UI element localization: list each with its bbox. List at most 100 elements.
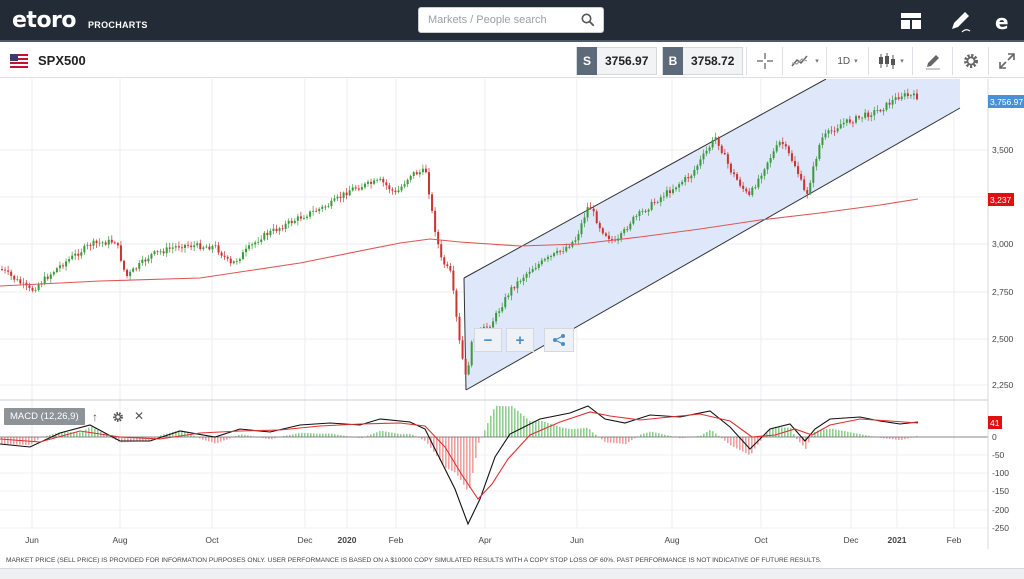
histogram-bar (712, 431, 714, 437)
candle-body (162, 251, 165, 254)
histogram-bar (424, 437, 426, 441)
share-button[interactable] (544, 328, 574, 352)
candle-body (806, 189, 809, 194)
channel-upper-line[interactable] (463, 79, 827, 279)
histogram-bar (331, 433, 333, 437)
search-box[interactable] (418, 7, 604, 33)
candle-body (327, 206, 330, 207)
zoom-in-button[interactable]: + (506, 328, 534, 352)
candle-body (373, 180, 376, 184)
interval-button[interactable]: 1D ▾ (826, 47, 868, 75)
candle-body (748, 191, 751, 196)
histogram-bar (901, 437, 903, 440)
candle-body (556, 250, 559, 254)
histogram-bar (751, 437, 753, 454)
candle-body (784, 144, 787, 147)
histogram-bar (340, 435, 342, 437)
histogram-bar (361, 437, 363, 439)
histogram-bar (664, 434, 666, 437)
crosshair-icon (756, 53, 773, 69)
crosshair-button[interactable] (746, 47, 782, 75)
candle-body (235, 260, 238, 262)
candle-body (653, 201, 656, 203)
candle-body (351, 187, 354, 191)
histogram-bar (592, 432, 594, 437)
histogram-bar (70, 432, 72, 437)
candle-body (681, 181, 684, 185)
candle-body (424, 168, 427, 173)
trend-channel[interactable] (464, 79, 960, 390)
buy-price-button[interactable]: B 3758.72 (662, 47, 744, 75)
candle-body (693, 169, 696, 176)
candle-body (98, 242, 101, 244)
fullscreen-button[interactable] (988, 47, 1024, 75)
candle-body (71, 255, 74, 260)
candle-body (492, 321, 495, 328)
histogram-bar (496, 405, 498, 437)
pencil-icon[interactable] (947, 8, 973, 34)
procharts-label: PROCHARTS (88, 20, 148, 30)
etoro-logo[interactable]: etoro (12, 8, 77, 33)
histogram-bar (469, 437, 471, 488)
histogram-bar (145, 437, 147, 441)
sell-price-button[interactable]: S 3756.97 (576, 47, 658, 75)
histogram-bar (628, 437, 630, 443)
histogram-bar (808, 437, 810, 443)
histogram-bar (826, 429, 828, 437)
etoro-e-icon[interactable]: e (990, 8, 1016, 34)
candle-body (150, 254, 153, 259)
histogram-bar (310, 433, 312, 437)
candle-body (86, 244, 89, 246)
zoom-out-button[interactable]: − (474, 328, 502, 352)
candle-body (263, 232, 266, 240)
search-input[interactable] (428, 8, 578, 32)
candle-body (461, 340, 464, 359)
chevron-down-icon: ▾ (854, 58, 858, 65)
candle-body (632, 216, 635, 224)
candle-body (794, 160, 796, 167)
candlestick-button[interactable]: ▾ (868, 47, 912, 75)
histogram-bar (889, 437, 891, 439)
candle-body (577, 234, 580, 241)
histogram-bar (37, 437, 39, 440)
candle-body (562, 251, 565, 253)
histogram-bar (139, 437, 141, 442)
settings-button[interactable] (952, 47, 988, 75)
macd-tick-label: -100 (992, 468, 1009, 478)
time-tick-label: Aug (664, 535, 679, 545)
candle-body (428, 172, 430, 195)
candle-body (147, 258, 150, 262)
layout-icon[interactable] (898, 8, 924, 34)
candle-body (580, 223, 583, 235)
histogram-bar (343, 435, 345, 437)
candle-body (745, 188, 748, 192)
close-icon[interactable]: ✕ (134, 409, 145, 423)
histogram-bar (715, 433, 717, 437)
svg-text:e: e (995, 10, 1009, 34)
histogram-bar (379, 431, 381, 437)
search-icon[interactable] (581, 13, 595, 27)
chart-type-button[interactable]: ▾ (782, 47, 826, 75)
drawing-tools-button[interactable] (912, 47, 952, 75)
candle-body (217, 245, 220, 253)
histogram-bar (733, 437, 735, 447)
gear-icon[interactable] (112, 411, 124, 423)
time-tick-label: Feb (389, 535, 404, 545)
macd-legend[interactable]: MACD (12,26,9) (4, 408, 85, 425)
candle-body (708, 147, 711, 151)
histogram-bar (34, 437, 36, 443)
disclaimer-text: MARKET PRICE (SELL PRICE) IS PROVIDED FO… (6, 557, 822, 564)
histogram-bar (202, 437, 204, 440)
histogram-bar (580, 428, 582, 437)
price-tick-label: 3,500 (992, 145, 1014, 155)
arrow-up-icon[interactable]: ↑ (92, 410, 98, 424)
histogram-bar (709, 430, 711, 437)
histogram-bar (613, 437, 615, 443)
candle-body (830, 130, 833, 132)
histogram-bar (247, 435, 249, 437)
candle-body (159, 251, 162, 253)
candle-body (135, 268, 138, 270)
candle-body (394, 190, 397, 193)
candle-body (336, 196, 339, 199)
